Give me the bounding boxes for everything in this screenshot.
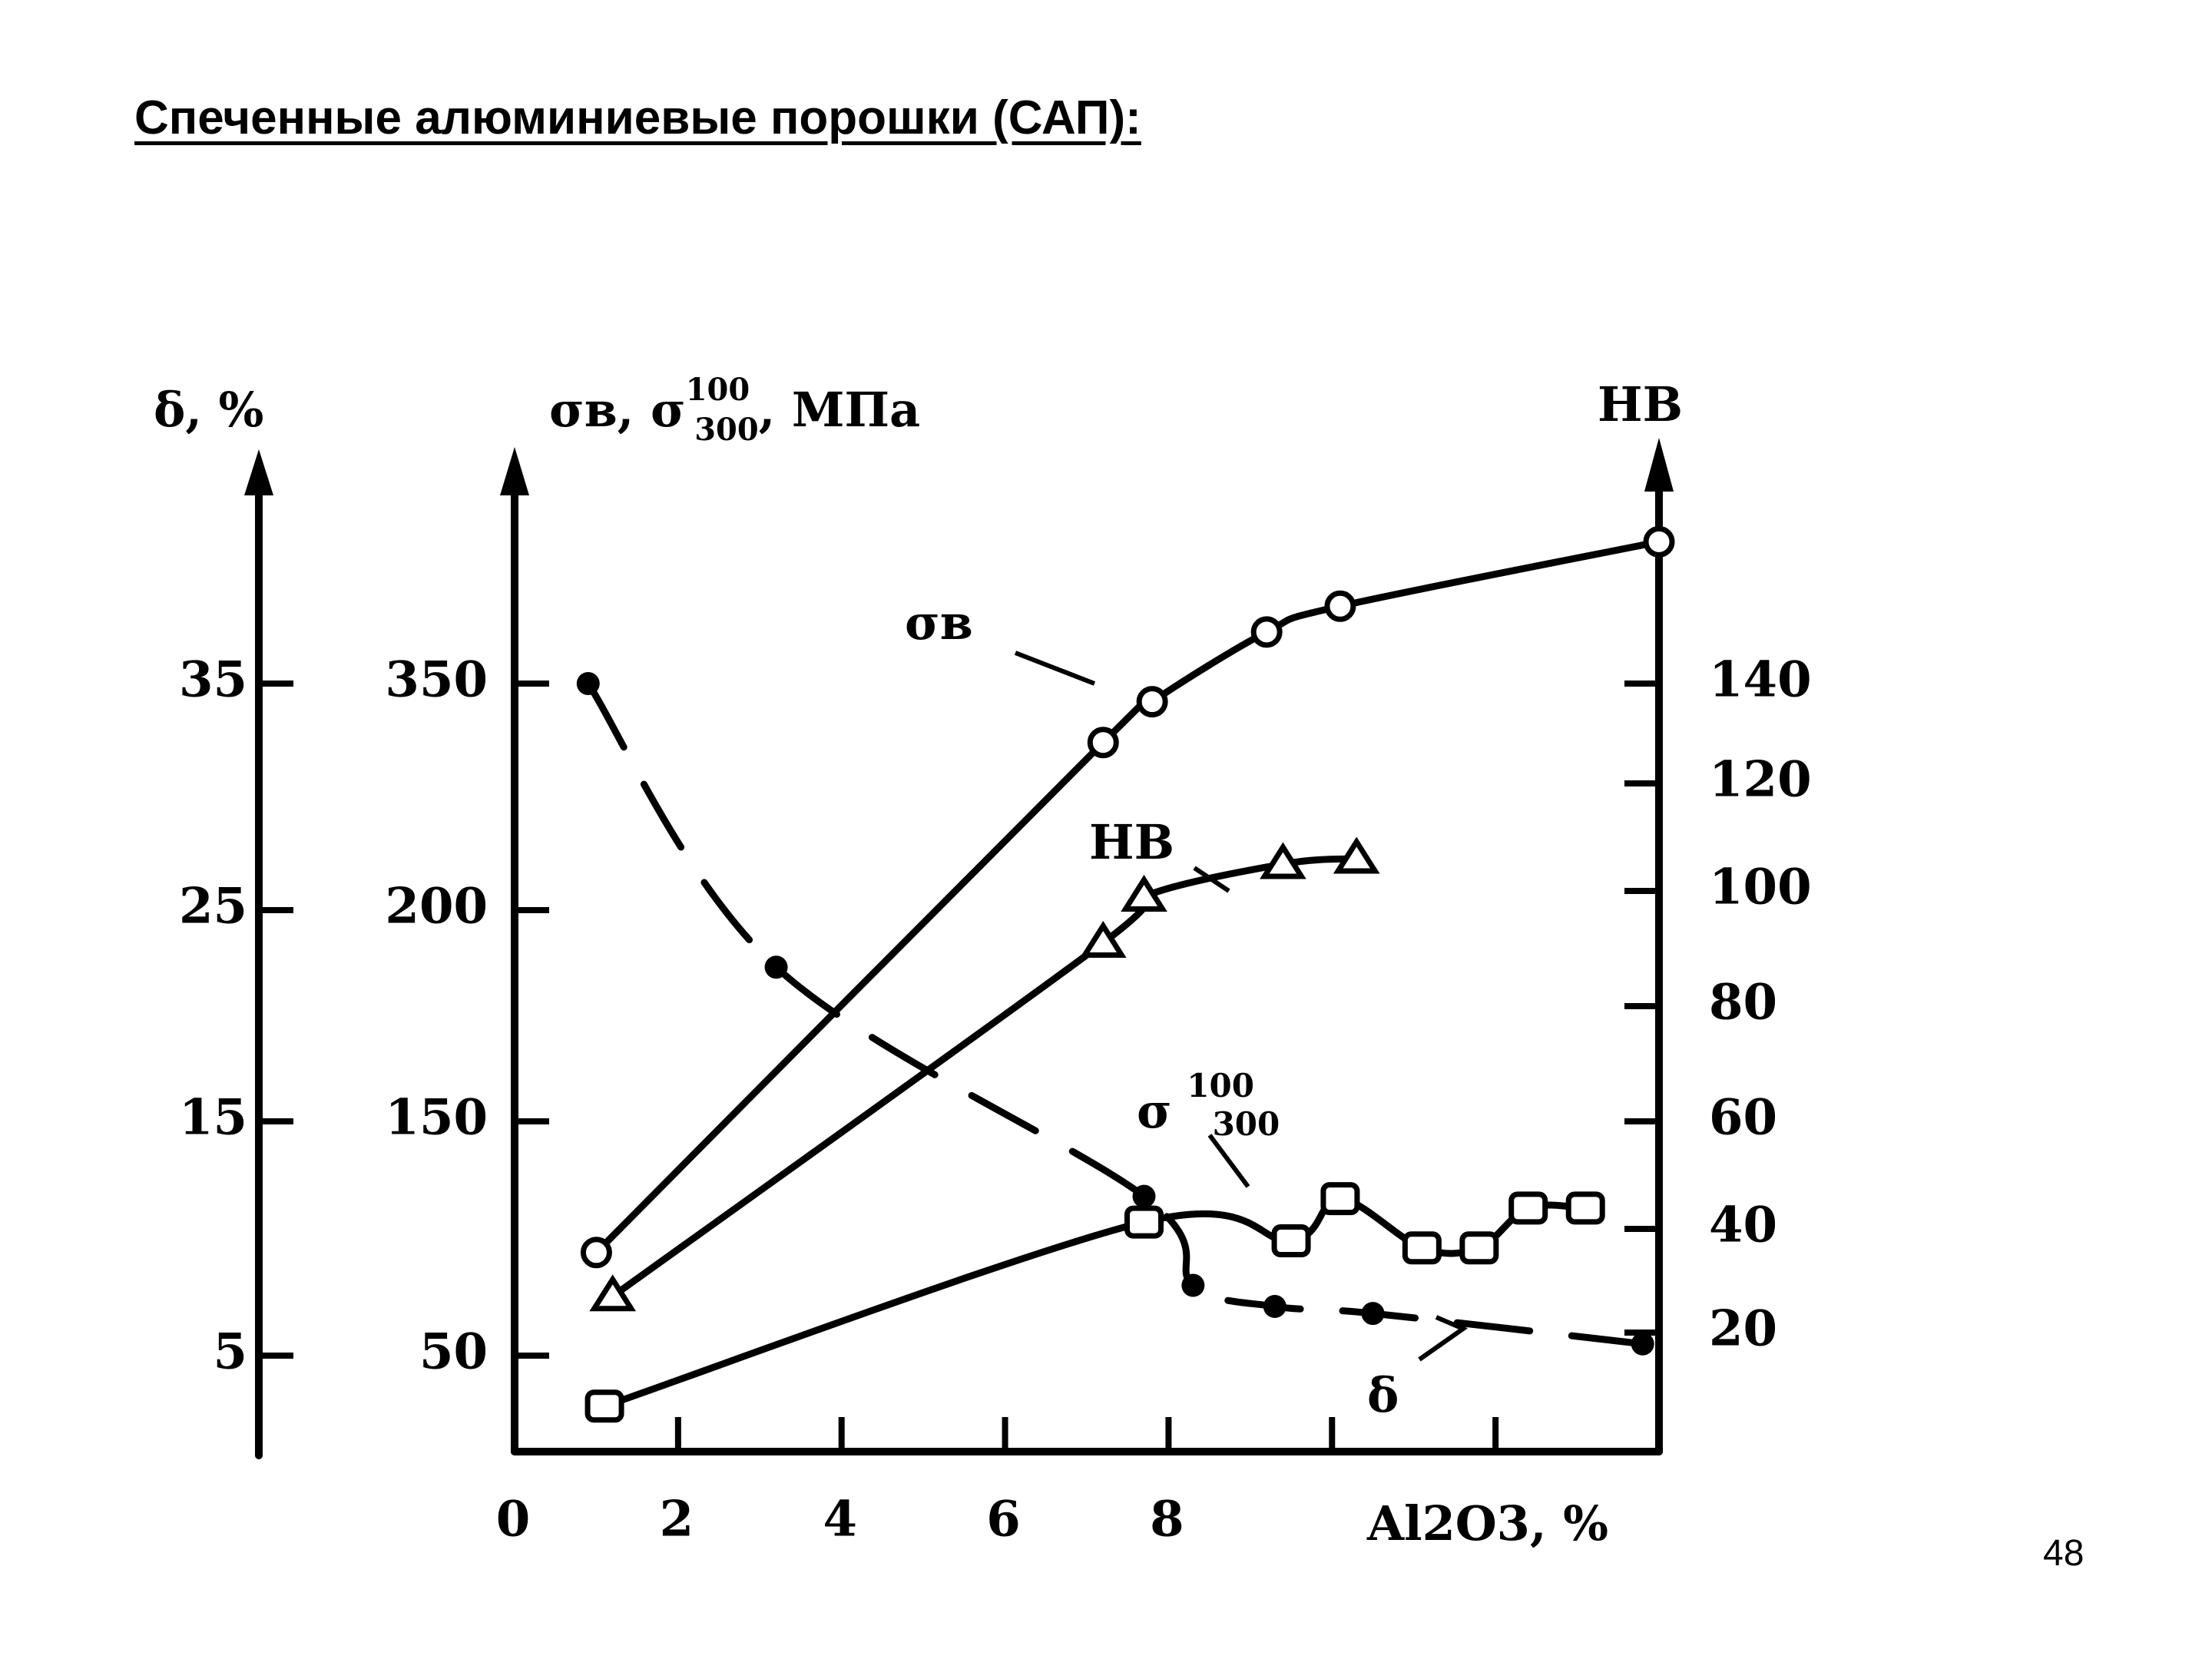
hardness-tick-label: 80 [1709,974,1777,1031]
series-label-hb: HB [1089,814,1174,870]
strength-tick-label: 200 [385,878,488,935]
x-tick-label: 2 [660,1491,694,1548]
point-3-1 [764,955,788,979]
point-3-4 [1263,1294,1286,1318]
delta-tick-label: 25 [179,878,247,935]
hardness-tick-label: 20 [1709,1300,1777,1358]
point-2-4 [1402,1231,1442,1265]
leader-delta [1418,1315,1469,1362]
leader-hb [1193,866,1230,893]
delta-tick-label: 35 [179,651,247,709]
page-number: 48 [2043,1533,2085,1574]
point-1-4 [1333,836,1380,874]
point-0-5 [1643,525,1675,558]
point-1-2 [1121,874,1167,912]
point-2-0 [584,1389,624,1423]
x-tick-label: 8 [1150,1491,1184,1548]
point-1-0 [589,1274,637,1312]
delta-tick-label: 5 [213,1323,247,1381]
x-tick-label: 0 [496,1491,531,1548]
series-line-2 [601,1195,1589,1410]
point-2-7 [1565,1191,1605,1225]
series-label-delta: δ [1367,1367,1399,1423]
series-layer [576,525,1675,1423]
hardness-tick-label: 40 [1709,1197,1777,1254]
point-1-3 [1260,842,1306,879]
point-0-3 [1250,616,1283,648]
x-axis-title: Al2O3, % [1366,1495,1608,1551]
strength-axis-arrow [500,447,529,495]
point-3-6 [1631,1332,1654,1356]
leader-sigma-300 [1207,1134,1250,1188]
series-label-sigma-300: σ 100 300 [1137,1052,1280,1143]
point-3-0 [576,672,600,695]
hardness-axis-title: HB [1598,376,1683,432]
point-1-1 [1079,920,1127,958]
x-tick-label: 6 [986,1491,1021,1548]
hardness-tick-label: 60 [1709,1089,1777,1147]
delta-tick-label: 15 [179,1089,247,1147]
leader-sigma-b [1014,651,1096,686]
hardness-tick-label: 140 [1709,651,1812,709]
series-line-0 [592,538,1663,1257]
point-2-5 [1459,1231,1499,1265]
point-0-1 [1087,727,1119,759]
x-tick-label: 4 [823,1491,857,1548]
point-0-2 [1136,686,1168,718]
series-label-sigma-b: σв [905,594,973,651]
strength-tick-label: 350 [385,651,488,709]
strength-axis-title: σв, σ100 300, МПа [549,372,920,448]
point-3-5 [1361,1302,1385,1326]
point-2-1 [1124,1205,1164,1239]
point-2-3 [1320,1182,1360,1216]
point-0-0 [580,1237,612,1269]
label-layer: δ, % σв, σ100 300, МПа HB Al2O3, % σв HB … [154,372,1683,1551]
point-2-6 [1508,1191,1548,1225]
point-0-4 [1324,590,1356,622]
strength-tick-label: 50 [419,1323,488,1381]
delta-axis-title: δ, % [154,382,263,438]
delta-axis-arrow [244,449,273,495]
point-2-2 [1271,1224,1311,1258]
point-3-3 [1181,1273,1205,1297]
hardness-axis-arrow [1644,438,1674,492]
point-3-2 [1132,1184,1156,1208]
hardness-tick-label: 100 [1709,859,1812,916]
slide-title: Спеченные алюминиевые порошки (САП): [134,91,1141,144]
strength-tick-label: 150 [385,1089,488,1147]
hardness-tick-label: 120 [1709,751,1812,809]
